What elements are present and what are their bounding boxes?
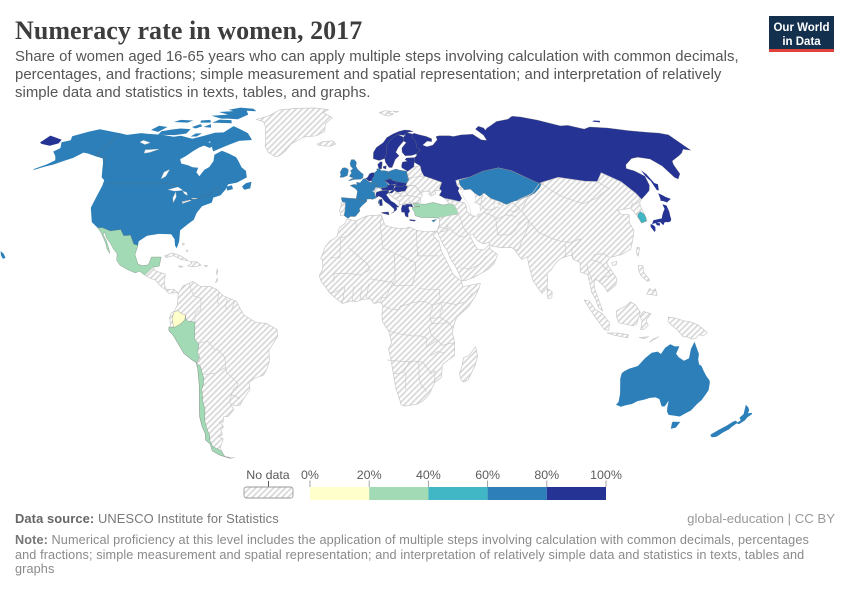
svg-text:No data: No data: [246, 468, 290, 482]
svg-text:60%: 60%: [475, 468, 500, 482]
svg-text:100%: 100%: [590, 468, 622, 482]
svg-text:20%: 20%: [357, 468, 382, 482]
svg-text:40%: 40%: [416, 468, 441, 482]
svg-text:0%: 0%: [301, 468, 319, 482]
svg-text:80%: 80%: [534, 468, 559, 482]
